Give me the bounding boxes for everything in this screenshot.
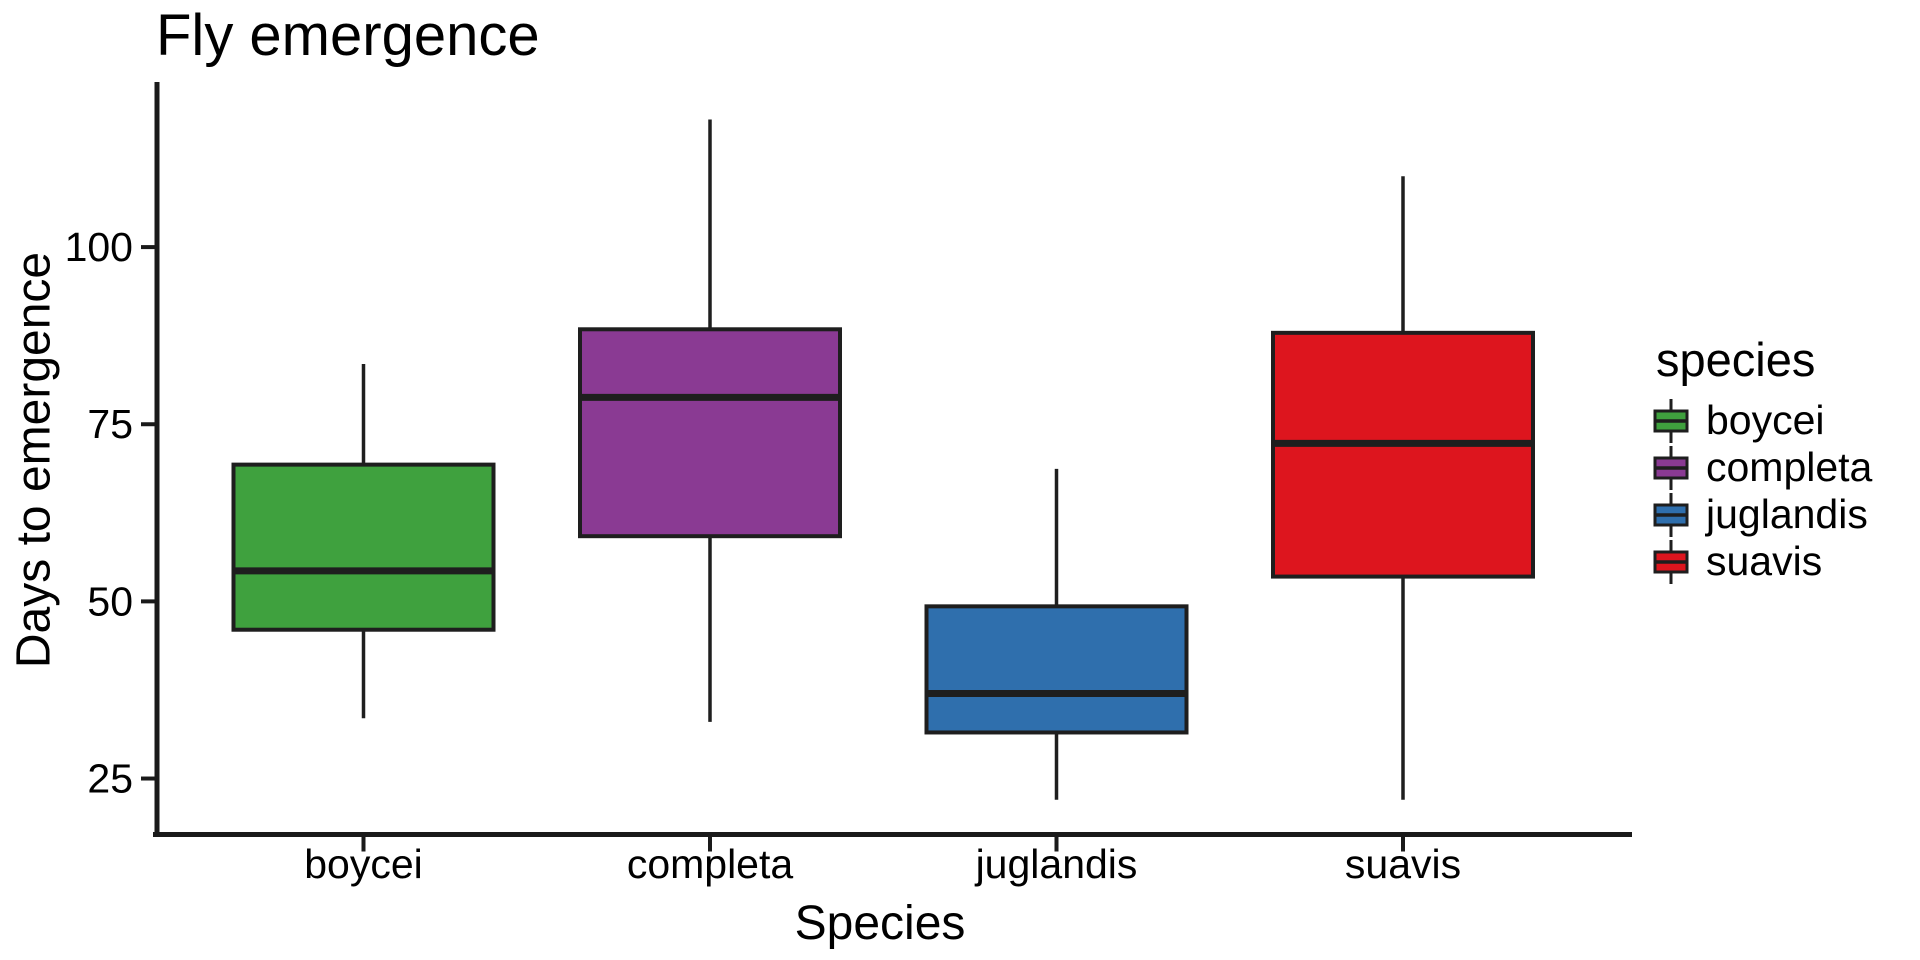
x-axis-title: Species [794,897,966,950]
legend-entry-label: juglandis [1706,491,1868,537]
y-tick-label: 100 [65,224,133,270]
legend-entry-completa: completa [1652,444,1872,491]
y-tick-label: 25 [87,756,133,802]
y-tick-label: 75 [87,401,133,447]
x-tick-label: juglandis [975,841,1138,887]
legend: species boycei completa juglandis suavis [1652,336,1872,585]
legend-entry-label: completa [1706,444,1873,490]
chart-title: Fly emergence [156,3,540,68]
legend-key-boxplot-icon [1653,539,1689,584]
x-tick-label: suavis [1345,841,1461,887]
y-tick-label: 50 [87,578,133,624]
legend-entry-label: suavis [1706,538,1823,584]
box-suavis [1271,330,1535,579]
legend-title: species [1656,333,1816,386]
legend-entry-juglandis: juglandis [1652,491,1872,538]
legend-entry-label: boycei [1706,397,1825,443]
legend-entry-suavis: suavis [1652,538,1872,585]
x-tick-label: completa [627,841,794,887]
x-tick-label: boycei [304,841,423,887]
legend-key-boxplot-icon [1653,492,1689,537]
box-completa [578,327,842,539]
legend-entry-boycei: boycei [1652,397,1872,444]
legend-key-boxplot-icon [1653,445,1689,490]
legend-key-boxplot-icon [1653,398,1689,443]
box-juglandis [924,604,1189,735]
box-boycei [231,462,496,632]
